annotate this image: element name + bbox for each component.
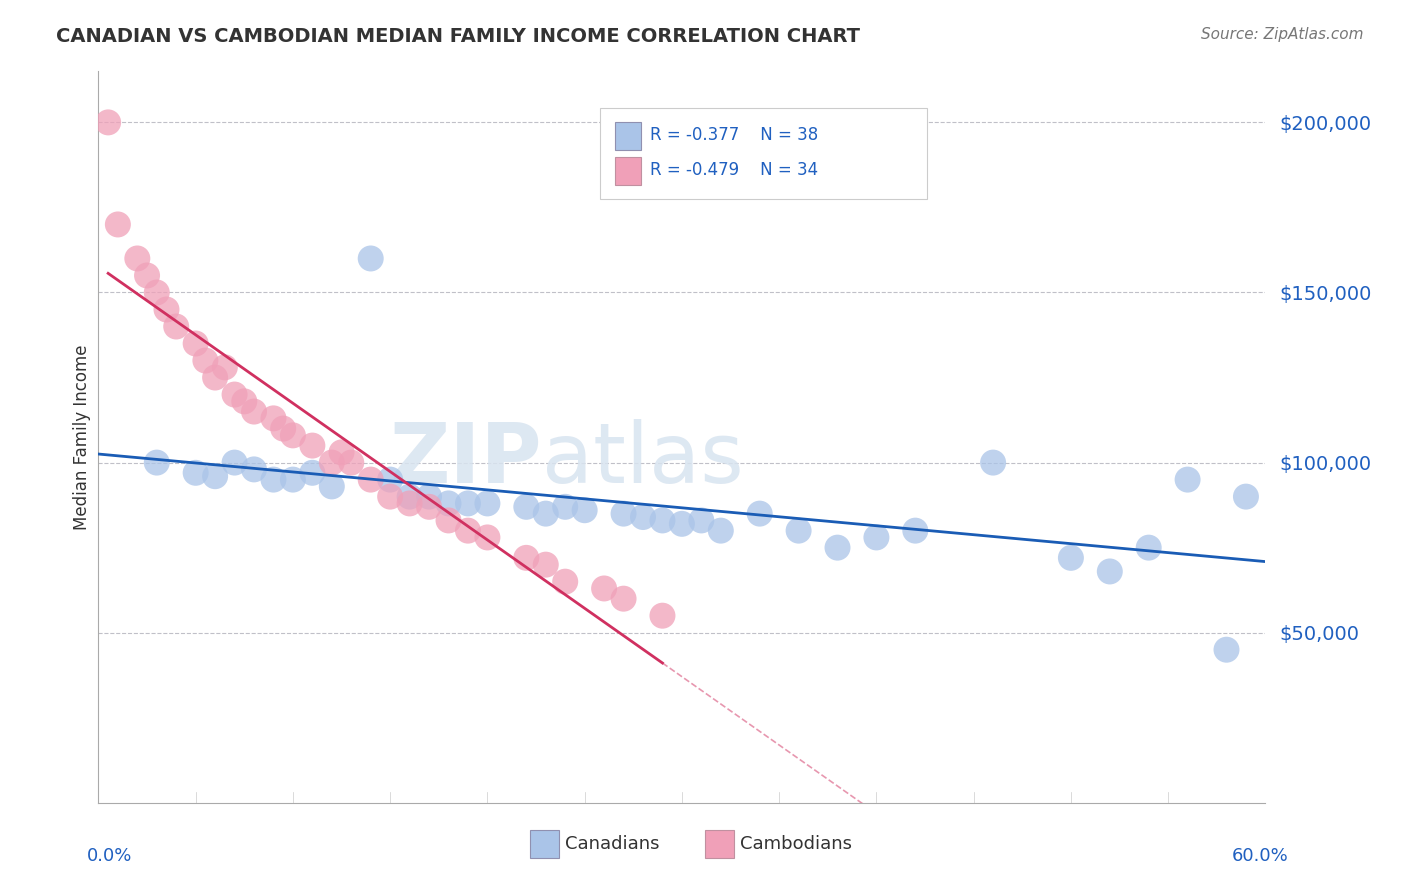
Point <box>281 473 304 487</box>
Point <box>1060 550 1083 565</box>
Point <box>574 503 596 517</box>
Point <box>1137 541 1160 555</box>
Point <box>301 439 323 453</box>
Point <box>534 558 557 572</box>
Bar <box>530 830 560 858</box>
Point <box>613 507 636 521</box>
Text: Source: ZipAtlas.com: Source: ZipAtlas.com <box>1201 27 1364 42</box>
Point <box>107 218 129 232</box>
Bar <box>616 157 641 185</box>
Point <box>515 550 537 565</box>
Point <box>710 524 733 538</box>
Point <box>155 302 177 317</box>
Point <box>457 524 479 538</box>
Point <box>262 411 284 425</box>
Point <box>330 445 353 459</box>
Point <box>631 510 654 524</box>
Point <box>321 456 343 470</box>
Point <box>1234 490 1257 504</box>
Point <box>301 466 323 480</box>
Point <box>651 513 673 527</box>
Point <box>262 473 284 487</box>
Point <box>398 490 420 504</box>
Point <box>457 496 479 510</box>
Point <box>380 490 402 504</box>
FancyBboxPatch shape <box>600 108 927 200</box>
Point <box>865 531 887 545</box>
Point <box>165 319 187 334</box>
Point <box>271 421 294 435</box>
Point <box>437 513 460 527</box>
Point <box>224 387 246 401</box>
Point <box>613 591 636 606</box>
Point <box>477 496 499 510</box>
Point <box>671 516 693 531</box>
Point <box>243 462 266 476</box>
Point <box>224 456 246 470</box>
Point <box>554 574 576 589</box>
Point <box>1098 565 1121 579</box>
Text: atlas: atlas <box>541 418 744 500</box>
Y-axis label: Median Family Income: Median Family Income <box>73 344 91 530</box>
Point <box>380 473 402 487</box>
Point <box>477 531 499 545</box>
Point <box>136 268 159 283</box>
Text: Cambodians: Cambodians <box>741 836 852 854</box>
Point <box>194 353 217 368</box>
Point <box>1215 642 1237 657</box>
Point <box>690 513 713 527</box>
Point <box>127 252 149 266</box>
Text: Canadians: Canadians <box>565 836 659 854</box>
Point <box>515 500 537 514</box>
Point <box>787 524 810 538</box>
Point <box>233 394 256 409</box>
Point <box>360 252 382 266</box>
Point <box>437 496 460 510</box>
Point <box>204 370 226 384</box>
Text: R = -0.377    N = 38: R = -0.377 N = 38 <box>651 126 818 144</box>
Point <box>418 490 440 504</box>
Bar <box>616 122 641 150</box>
Point <box>146 456 169 470</box>
Point <box>184 466 207 480</box>
Text: CANADIAN VS CAMBODIAN MEDIAN FAMILY INCOME CORRELATION CHART: CANADIAN VS CAMBODIAN MEDIAN FAMILY INCO… <box>56 27 860 45</box>
Point <box>184 336 207 351</box>
Point <box>340 456 363 470</box>
Point <box>904 524 927 538</box>
Point <box>146 285 169 300</box>
Point <box>748 507 770 521</box>
Point <box>534 507 557 521</box>
Bar <box>706 830 734 858</box>
Point <box>418 500 440 514</box>
Point <box>1177 473 1199 487</box>
Point <box>204 469 226 483</box>
Point <box>593 582 616 596</box>
Point <box>981 456 1004 470</box>
Point <box>398 496 420 510</box>
Point <box>554 500 576 514</box>
Point <box>651 608 673 623</box>
Point <box>243 404 266 418</box>
Point <box>97 115 120 129</box>
Point <box>360 473 382 487</box>
Text: R = -0.479    N = 34: R = -0.479 N = 34 <box>651 161 818 179</box>
Point <box>281 428 304 442</box>
Point <box>321 479 343 493</box>
Point <box>827 541 849 555</box>
Text: ZIP: ZIP <box>389 418 541 500</box>
Text: 60.0%: 60.0% <box>1232 847 1289 864</box>
Text: 0.0%: 0.0% <box>87 847 132 864</box>
Point <box>214 360 236 375</box>
